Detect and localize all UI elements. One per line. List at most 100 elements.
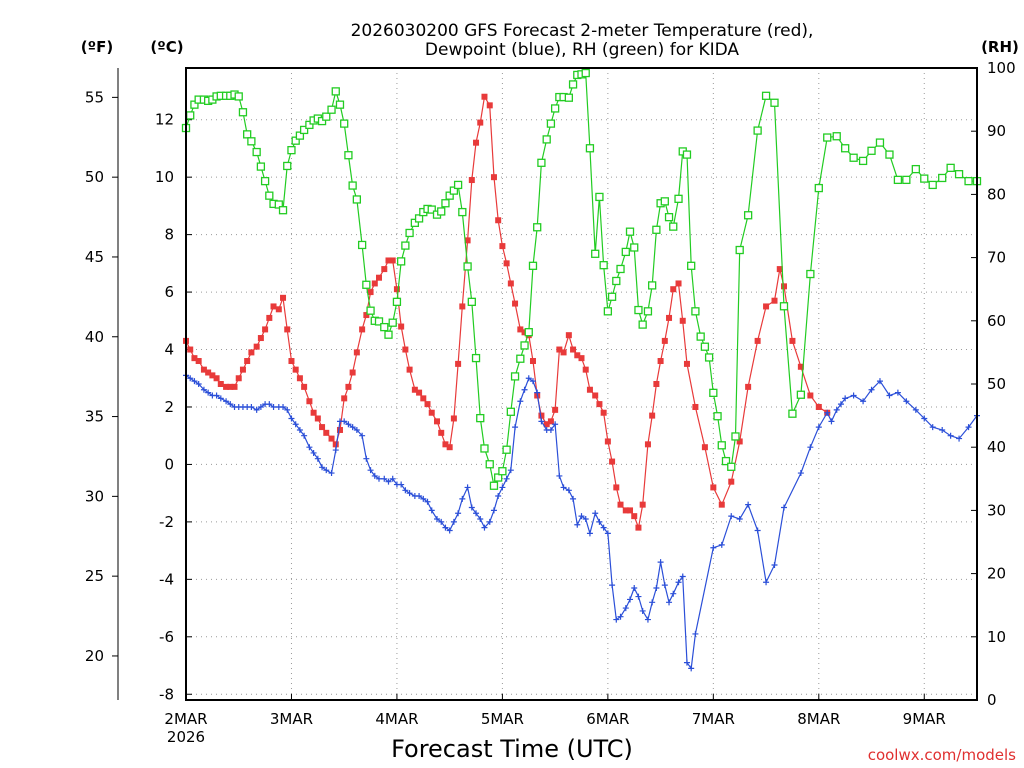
celsius-tick-label: 12 <box>155 111 174 129</box>
rh-tick-label: 50 <box>987 375 1006 393</box>
temperature-point <box>473 139 480 146</box>
celsius-tick-label: -6 <box>159 628 174 646</box>
fahrenheit-tick-label: 25 <box>85 567 104 585</box>
temperature-point <box>420 395 427 402</box>
rh-point <box>437 207 446 216</box>
dewpoint-point <box>416 493 423 500</box>
dewpoint-point <box>947 432 954 439</box>
rh-point <box>664 213 674 222</box>
temperature-point <box>507 280 514 287</box>
rh-point <box>599 261 608 270</box>
dewpoint-point <box>560 484 567 491</box>
dewpoint-point <box>639 607 646 614</box>
dewpoint-point <box>490 507 497 514</box>
temperature-point <box>248 349 255 356</box>
rh-point <box>234 92 243 101</box>
dewpoint-point <box>736 516 743 523</box>
dewpoint-point <box>371 472 378 479</box>
temperature-point <box>223 383 230 390</box>
dewpoint-point <box>450 518 457 525</box>
temperature-point <box>521 329 528 336</box>
rh-point <box>875 138 885 147</box>
temperature-point <box>486 102 493 109</box>
rh-point <box>410 218 420 227</box>
temperature-point <box>217 381 224 387</box>
rh-point <box>603 307 613 316</box>
temperature-point <box>718 501 725 508</box>
dewpoint-point <box>679 573 686 580</box>
rh-point <box>362 280 371 289</box>
celsius-tick-label: -8 <box>159 685 174 703</box>
rh-point <box>858 156 868 166</box>
temperature-point <box>381 266 388 273</box>
rh-point <box>911 164 920 174</box>
rh-point <box>283 161 292 171</box>
rh-point <box>449 186 459 195</box>
rh-point <box>612 276 621 286</box>
rh-point <box>295 131 305 140</box>
temperature-point <box>586 386 593 393</box>
rh-tick-label: 100 <box>987 59 1016 77</box>
dewpoint-point <box>200 386 207 393</box>
rh-line <box>185 72 977 488</box>
dewpoint-point <box>710 544 717 551</box>
temperature-point <box>763 303 770 310</box>
celsius-tick-label: 6 <box>164 283 174 301</box>
dewpoint-point <box>718 541 725 548</box>
rh-point <box>546 119 556 128</box>
dewpoint-point <box>617 613 624 620</box>
celsius-tick-label: 8 <box>164 226 174 244</box>
temperature-point <box>446 444 453 451</box>
dewpoint-point <box>477 516 484 523</box>
rh-tick-label: 0 <box>987 691 997 709</box>
rh-point <box>287 146 296 155</box>
dewpoint-point <box>499 484 506 491</box>
temperature-point <box>644 441 651 448</box>
dewpoint-point <box>195 381 202 387</box>
rh-point <box>256 162 266 171</box>
rh-point <box>550 104 560 113</box>
dewpoint-point <box>376 475 383 482</box>
temperature-point <box>450 415 457 422</box>
temperature-point <box>385 257 392 264</box>
dewpoint-point <box>613 616 620 623</box>
temperature-point <box>481 93 488 100</box>
temperature-point <box>627 507 634 514</box>
temperature-point <box>310 409 317 416</box>
rh-point <box>274 200 283 209</box>
rh-point <box>841 144 850 153</box>
dewpoint-point <box>257 403 264 410</box>
dewpoint-point <box>385 478 392 485</box>
temperature-point <box>266 314 273 321</box>
rh-point <box>405 228 414 238</box>
rh-point <box>252 147 261 157</box>
temperature-point <box>617 501 624 508</box>
celsius-tick-label: 0 <box>164 455 174 473</box>
temperature-point <box>517 326 524 333</box>
rh-point <box>691 307 700 316</box>
rh-point <box>885 150 894 159</box>
rh-tick-label: 90 <box>987 122 1006 140</box>
rh-point <box>652 225 661 234</box>
rh-point <box>335 100 345 109</box>
rh-tick-label: 70 <box>987 249 1006 267</box>
rh-point <box>928 180 937 190</box>
dewpoint-point <box>402 487 409 494</box>
temperature-point <box>639 501 646 508</box>
temperature-point <box>359 326 366 333</box>
temperature-point <box>710 484 717 491</box>
dewpoint-point <box>837 401 844 408</box>
temperature-point <box>213 375 220 382</box>
rh-point <box>467 297 476 306</box>
temperature-point <box>200 366 207 373</box>
temperature-point <box>424 401 431 408</box>
rh-point <box>366 306 375 315</box>
dewpoint-point <box>529 378 536 385</box>
dewpoint-point <box>512 424 519 431</box>
temperature-point <box>609 458 616 465</box>
rh-point <box>938 173 947 183</box>
temperature-point <box>495 217 502 224</box>
rh-point <box>946 163 955 173</box>
temperature-point <box>402 346 409 353</box>
